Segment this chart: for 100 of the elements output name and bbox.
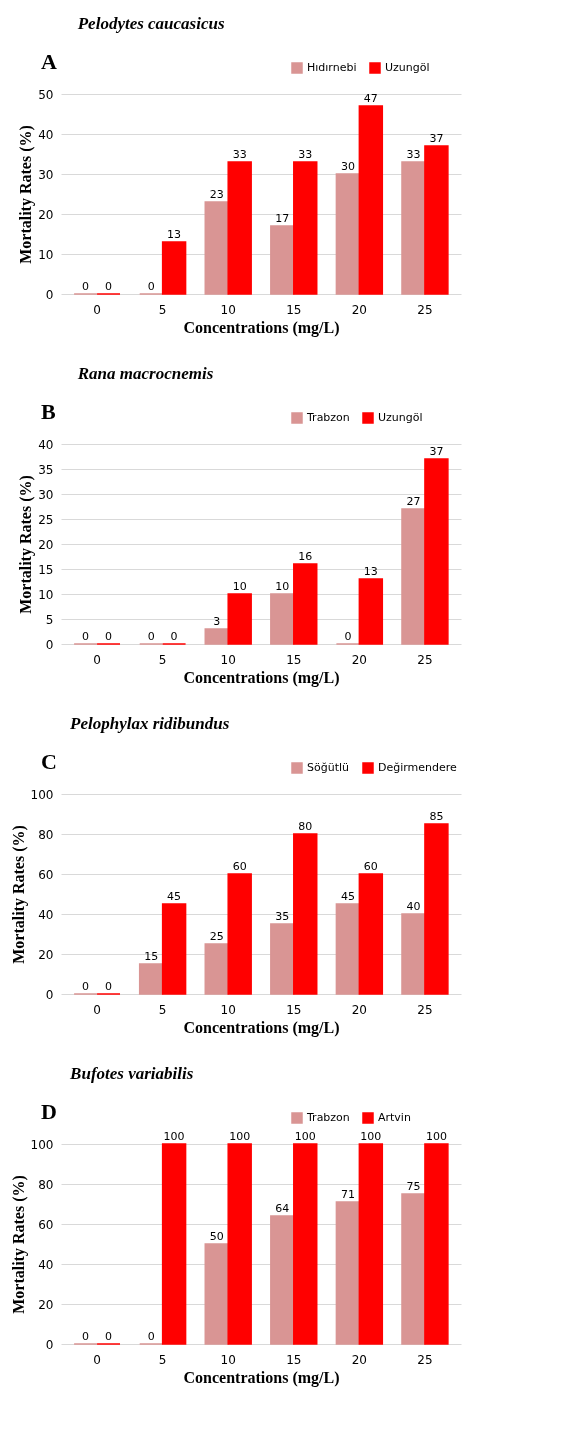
- legend-label: Değirmendere: [378, 761, 458, 774]
- y-tick-label: 60: [38, 1217, 54, 1232]
- data-label: 10: [232, 580, 247, 593]
- x-tick-label: 10: [220, 1352, 236, 1367]
- x-tick-label: 5: [158, 652, 167, 667]
- chart-title: Rana macrocnemis: [76, 364, 214, 383]
- y-tick-label: 40: [38, 437, 54, 452]
- bar: [138, 963, 164, 995]
- bar: [161, 1143, 187, 1345]
- x-tick-label: 5: [158, 1002, 167, 1017]
- x-tick-label: 15: [286, 1002, 302, 1017]
- x-tick-label: 10: [220, 302, 236, 317]
- y-tick-label: 80: [38, 827, 54, 842]
- y-tick-label: 20: [38, 1297, 54, 1312]
- y-tick-label: 20: [38, 947, 54, 962]
- bar: [401, 161, 426, 295]
- bar: [270, 225, 295, 295]
- data-label: 13: [363, 565, 378, 578]
- data-label: 33: [406, 148, 421, 161]
- data-label: 47: [363, 92, 378, 105]
- bar: [204, 1243, 229, 1345]
- bar: [227, 1143, 252, 1345]
- y-tick-label: 40: [38, 1257, 54, 1272]
- bar: [293, 1143, 318, 1345]
- y-tick-label: 35: [38, 462, 54, 477]
- data-label: 100: [360, 1130, 382, 1143]
- text: A: [41, 49, 57, 74]
- bar: [401, 1193, 426, 1345]
- y-tick-label: 0: [45, 987, 54, 1002]
- x-tick-label: 20: [351, 1002, 367, 1017]
- data-label: 0: [147, 280, 155, 293]
- y-tick-label: 60: [38, 867, 54, 882]
- y-tick-label: 30: [38, 167, 54, 182]
- y-tick-label: 100: [30, 787, 54, 802]
- bar: [335, 903, 361, 995]
- x-tick-label: 25: [417, 1002, 433, 1017]
- data-label: 0: [82, 1330, 90, 1343]
- bar: [293, 833, 318, 995]
- y-tick-label: 40: [38, 127, 54, 142]
- data-label: 50: [209, 1230, 224, 1243]
- bar: [358, 578, 384, 645]
- data-label: 16: [298, 550, 313, 563]
- data-label: 30: [340, 160, 355, 173]
- y-tick-label: 80: [38, 1177, 54, 1192]
- bar: [227, 873, 252, 995]
- x-tick-label: 15: [286, 302, 302, 317]
- x-axis-title: Concentrations (mg/L): [183, 668, 340, 687]
- y-axis-title: Mortality Rates (%): [9, 1175, 28, 1314]
- data-label: 0: [147, 630, 155, 643]
- data-label: 45: [340, 890, 355, 903]
- bar: [270, 593, 295, 645]
- chart-title: Bufotes variabilis: [69, 1064, 194, 1083]
- bar: [358, 105, 384, 295]
- x-axis-title: Concentrations (mg/L): [183, 1018, 340, 1037]
- y-tick-label: 0: [45, 287, 54, 302]
- x-tick-label: 0: [93, 652, 101, 667]
- bar: [424, 145, 449, 295]
- data-label: 0: [105, 980, 113, 993]
- data-label: 0: [82, 280, 90, 293]
- legend-label: Uzungöl: [378, 411, 423, 424]
- data-label: 100: [229, 1130, 251, 1143]
- data-label: 15: [144, 950, 159, 963]
- data-label: 75: [406, 1180, 421, 1193]
- x-tick-label: 0: [93, 302, 101, 317]
- data-label: 0: [82, 980, 90, 993]
- data-label: 71: [340, 1188, 355, 1201]
- text: B: [41, 399, 56, 424]
- data-label: 100: [294, 1130, 316, 1143]
- y-tick-label: 0: [45, 637, 54, 652]
- legend-label: Trabzon: [306, 411, 350, 424]
- data-label: 85: [429, 810, 444, 823]
- y-tick-label: 20: [38, 537, 54, 552]
- x-tick-label: 20: [351, 302, 367, 317]
- data-label: 0: [105, 1330, 113, 1343]
- data-label: 17: [275, 212, 290, 225]
- x-axis-title: Concentrations (mg/L): [183, 318, 340, 337]
- y-tick-label: 0: [45, 1337, 54, 1352]
- x-tick-label: 20: [351, 652, 367, 667]
- chart-title: Pelophylax ridibundus: [69, 714, 230, 733]
- bar: [293, 563, 318, 645]
- x-tick-label: 5: [158, 302, 167, 317]
- x-axis-title: Concentrations (mg/L): [183, 1368, 340, 1387]
- data-label: 33: [298, 148, 313, 161]
- x-tick-label: 5: [158, 1352, 167, 1367]
- y-tick-label: 25: [38, 512, 54, 527]
- data-label: 45: [167, 890, 182, 903]
- x-tick-label: 10: [220, 652, 236, 667]
- data-label: 40: [406, 900, 421, 913]
- data-label: 0: [344, 630, 352, 643]
- x-tick-label: 25: [417, 1352, 433, 1367]
- y-tick-label: 15: [38, 562, 54, 577]
- bar: [424, 823, 449, 995]
- bar: [270, 923, 295, 995]
- data-label: 35: [275, 910, 290, 923]
- data-label: 25: [209, 930, 224, 943]
- bar: [401, 508, 426, 645]
- bar: [358, 1143, 384, 1345]
- bar: [227, 593, 252, 645]
- data-label: 60: [232, 860, 247, 873]
- bar: [161, 903, 187, 995]
